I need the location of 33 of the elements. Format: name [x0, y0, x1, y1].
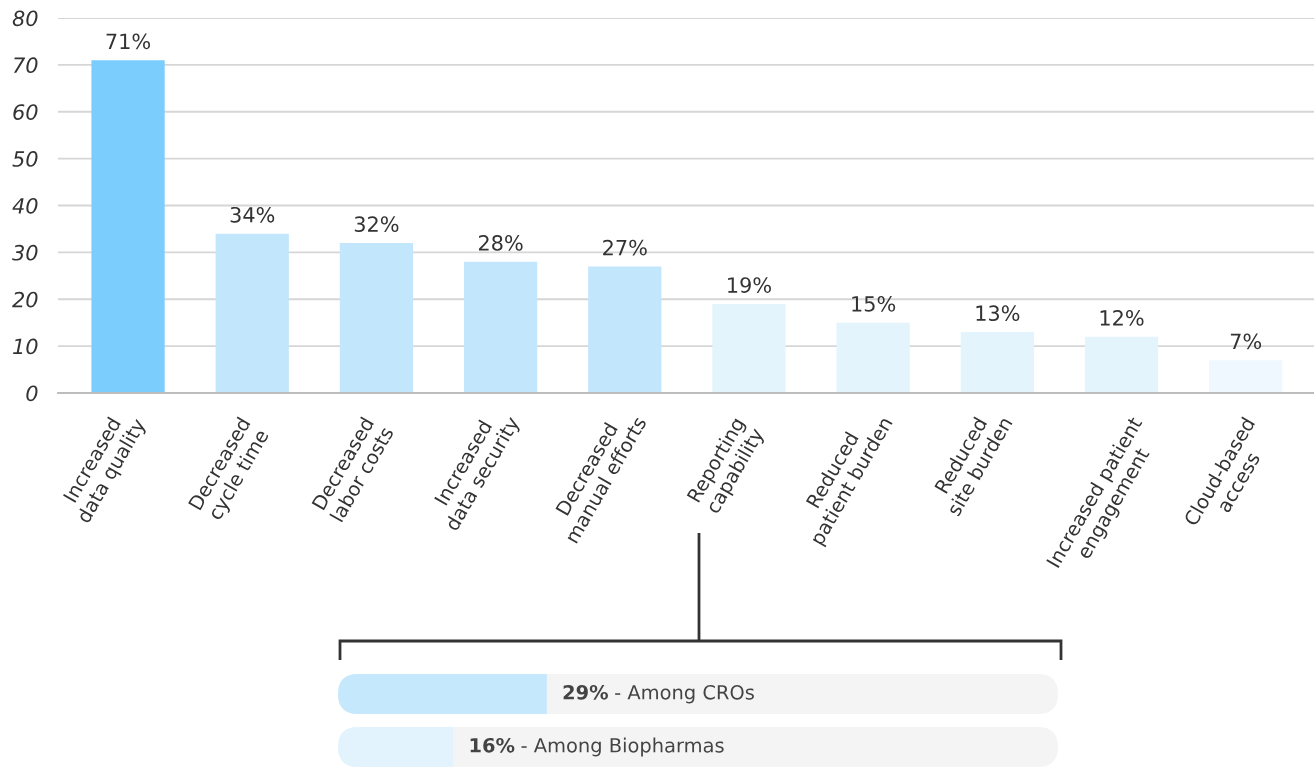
data-label: 7% — [1230, 333, 1262, 350]
data-label: 32% — [354, 216, 399, 233]
bar — [339, 243, 414, 393]
data-label: 29% — [563, 684, 608, 700]
y-tick-label: 20 — [12, 291, 38, 308]
y-tick-label: 50 — [12, 151, 38, 167]
data-label: 15% — [852, 295, 896, 312]
bar — [588, 266, 662, 393]
y-tick-label: 30 — [12, 244, 38, 261]
bar — [215, 233, 289, 393]
data-label: 16% — [470, 737, 515, 753]
bar — [91, 60, 165, 393]
data-label: 28% — [478, 235, 523, 251]
data-label: 34% — [230, 206, 275, 223]
bar — [960, 332, 1034, 393]
data-label: 19% — [728, 277, 771, 293]
data-label: 71% — [106, 33, 151, 50]
bar — [836, 322, 910, 393]
y-tick-label: - Among Biopharmas — [521, 737, 724, 757]
y-tick-label: 80 — [12, 10, 38, 27]
y-tick-label: 0 — [26, 385, 38, 402]
y-tick-label: 70 — [13, 57, 38, 74]
y-tick-label: 40 — [12, 197, 38, 214]
y-tick-label: 60 — [13, 104, 38, 120]
data-label: 27% — [603, 239, 647, 256]
bar — [1209, 360, 1283, 393]
data-label: 12% — [1100, 310, 1144, 326]
y-tick-label: - Among CROs — [615, 684, 754, 704]
bar — [1084, 336, 1159, 393]
data-label: 13% — [976, 305, 1020, 322]
bar — [712, 303, 786, 393]
bar — [463, 261, 538, 393]
y-tick-label: 10 — [13, 338, 38, 355]
